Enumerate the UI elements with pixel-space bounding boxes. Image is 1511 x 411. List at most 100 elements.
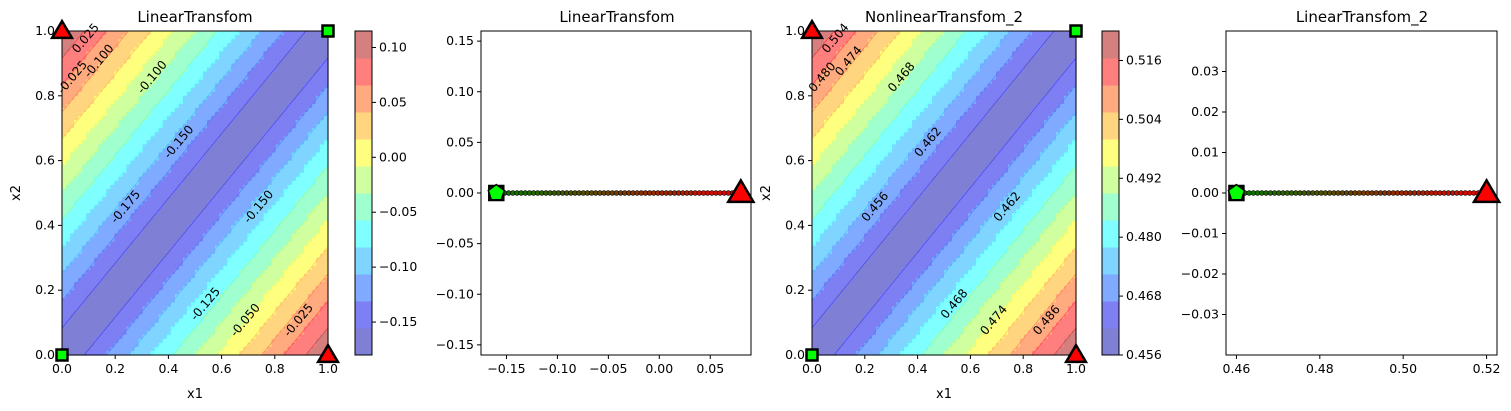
contour-cell — [138, 71, 144, 77]
contour-cell — [267, 164, 273, 170]
contour-cell — [134, 197, 140, 202]
contour-cell — [207, 67, 212, 73]
contour-cell — [98, 225, 103, 231]
contour-cell — [86, 330, 91, 336]
contour-cell — [239, 91, 244, 97]
contour-cell — [247, 71, 253, 77]
contour-cell — [162, 261, 168, 267]
contour-cell — [162, 241, 168, 247]
contour-cell — [291, 193, 297, 198]
contour-cell — [275, 274, 281, 279]
contour-cell — [154, 91, 160, 97]
contour-cell — [158, 249, 164, 255]
contour-cell — [106, 350, 111, 356]
contour-cell — [178, 39, 184, 44]
contour-cell — [142, 172, 148, 178]
contour-cell — [283, 63, 289, 69]
contour-cell — [203, 326, 208, 332]
contour-cell — [275, 172, 281, 178]
contour-cell — [255, 322, 261, 328]
contour-cell — [154, 172, 160, 178]
contour-cell — [74, 318, 79, 324]
contour-cell — [102, 318, 107, 324]
contour-cell — [186, 330, 192, 336]
contour-cell — [146, 213, 152, 218]
contour-cell — [195, 346, 200, 352]
contour-cell — [307, 99, 313, 105]
contour-cell — [162, 338, 168, 344]
contour-cell — [243, 245, 248, 251]
contour-cell — [291, 265, 297, 271]
contour-cell — [279, 197, 285, 202]
contour-cell — [243, 310, 248, 316]
contour-cell — [130, 112, 136, 117]
contour-cell — [114, 47, 120, 52]
contour-cell — [126, 278, 132, 283]
contour-cell — [207, 95, 212, 101]
contour-cell — [86, 71, 91, 77]
contour-cell — [94, 75, 99, 81]
contour-cell — [62, 47, 67, 52]
contour-cell — [275, 314, 281, 320]
contour-cell — [299, 136, 305, 141]
contour-cell — [291, 225, 297, 231]
contour-cell — [303, 318, 309, 324]
contour-cell — [299, 140, 305, 145]
contour-cell — [303, 132, 309, 137]
contour-cell — [126, 140, 132, 145]
contour-cell — [78, 257, 83, 263]
contour-cell — [299, 83, 305, 89]
contour-cell — [126, 156, 132, 162]
contour-cell — [86, 176, 91, 182]
contour-cell — [299, 156, 305, 162]
contour-cell — [255, 269, 261, 275]
contour-cell — [291, 318, 297, 324]
contour-cell — [275, 176, 281, 182]
contour-cell — [182, 160, 188, 166]
contour-cell — [114, 261, 120, 267]
contour-cell — [174, 156, 180, 162]
contour-cell — [271, 245, 277, 251]
contour-cell — [231, 306, 236, 312]
contour-cell — [259, 160, 265, 166]
contour-cell — [162, 156, 168, 162]
contour-cell — [74, 116, 79, 121]
contour-cell — [122, 318, 128, 324]
contour-cell — [263, 31, 269, 36]
contour-cell — [287, 39, 293, 44]
contour-cell — [150, 338, 156, 344]
contour-cell — [82, 188, 87, 194]
contour-cell — [231, 245, 236, 251]
contour-cell — [263, 75, 269, 81]
contour-cell — [251, 124, 257, 129]
contour-cell — [82, 269, 87, 275]
contour-cell — [263, 318, 269, 324]
contour-cell — [98, 298, 103, 303]
contour-cell — [182, 112, 188, 117]
contour-cell — [267, 225, 273, 231]
contour-cell — [211, 346, 216, 352]
contour-cell — [66, 164, 71, 170]
contour-cell — [178, 156, 184, 162]
contour-cell — [227, 286, 232, 291]
contour-cell — [231, 197, 236, 202]
contour-cell — [267, 75, 273, 81]
contour-cell — [94, 233, 99, 239]
contour-cell — [207, 261, 212, 267]
contour-cell — [182, 314, 188, 320]
contour-cell — [126, 330, 132, 336]
contour-cell — [186, 164, 192, 170]
contour-cell — [267, 116, 273, 121]
contour-cell — [231, 209, 236, 214]
contour-cell — [82, 132, 87, 137]
contour-cell — [178, 245, 184, 251]
contour-cell — [114, 132, 120, 137]
contour-cell — [106, 201, 111, 206]
contour-cell — [295, 79, 301, 85]
contour-cell — [239, 164, 244, 170]
contour-cell — [90, 338, 95, 344]
contour-cell — [66, 334, 71, 340]
contour-cell — [239, 350, 244, 356]
contour-cell — [207, 152, 212, 158]
contour-cell — [62, 63, 67, 69]
